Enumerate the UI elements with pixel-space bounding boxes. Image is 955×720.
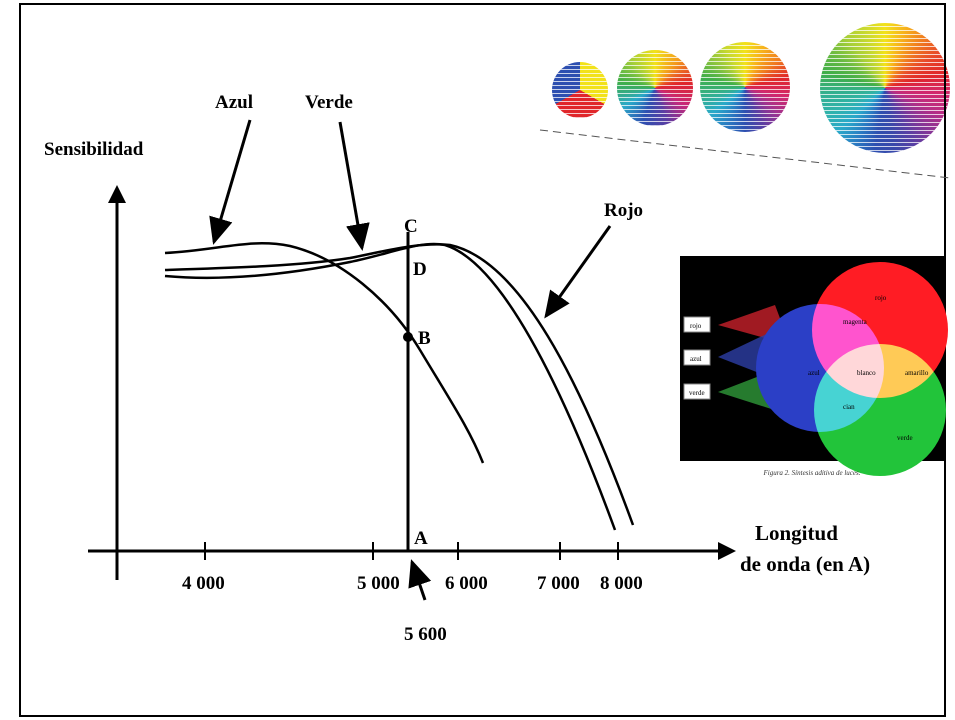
- region-label: verde: [897, 434, 913, 442]
- arrow: [546, 226, 610, 316]
- curve-label: Verde: [305, 92, 353, 113]
- point-label: D: [413, 259, 427, 280]
- curve-label: Rojo: [604, 200, 643, 221]
- projector-label: rojo: [690, 322, 702, 330]
- green-curve: [165, 244, 615, 530]
- tick-label: 5 000: [357, 573, 400, 594]
- point-label: C: [404, 216, 418, 237]
- tick-label: 7 000: [537, 573, 580, 594]
- slide: Sensibilidad Azul Verde Rojo C D B A Lon…: [0, 0, 955, 720]
- region-label: rojo: [875, 294, 887, 302]
- tick-label: 4 000: [182, 573, 225, 594]
- tick-label: 6 000: [445, 573, 488, 594]
- diagram: Sensibilidad Azul Verde Rojo C D B A Lon…: [0, 0, 955, 720]
- arrow: [214, 120, 250, 242]
- curve-label: Azul: [215, 92, 253, 113]
- point-label: A: [414, 528, 428, 549]
- dashed-line: [540, 130, 950, 178]
- point-label: B: [418, 328, 431, 349]
- axis-label: de onda (en A): [740, 552, 870, 576]
- region-label: amarillo: [905, 369, 929, 377]
- region-label: cian: [843, 403, 855, 411]
- axis-label: Sensibilidad: [44, 139, 144, 160]
- arrow: [412, 562, 425, 600]
- axis-label: Longitud: [755, 521, 838, 545]
- projector-label: azul: [690, 355, 702, 363]
- region-label: blanco: [857, 369, 876, 377]
- region-label: azul: [808, 369, 820, 377]
- tick-label: 8 000: [600, 573, 643, 594]
- blue-curve: [165, 243, 483, 463]
- marker-label: 5 600: [404, 624, 447, 645]
- projector-label: verde: [689, 389, 705, 397]
- arrow: [340, 122, 362, 248]
- red-curve: [165, 244, 633, 525]
- point-b: [403, 332, 413, 342]
- caption: Figura 2. Síntesis aditiva de luces.: [762, 469, 860, 477]
- region-label: magenta: [843, 318, 868, 326]
- inset: rojo azul verde rojo magenta azul blanco…: [680, 256, 948, 477]
